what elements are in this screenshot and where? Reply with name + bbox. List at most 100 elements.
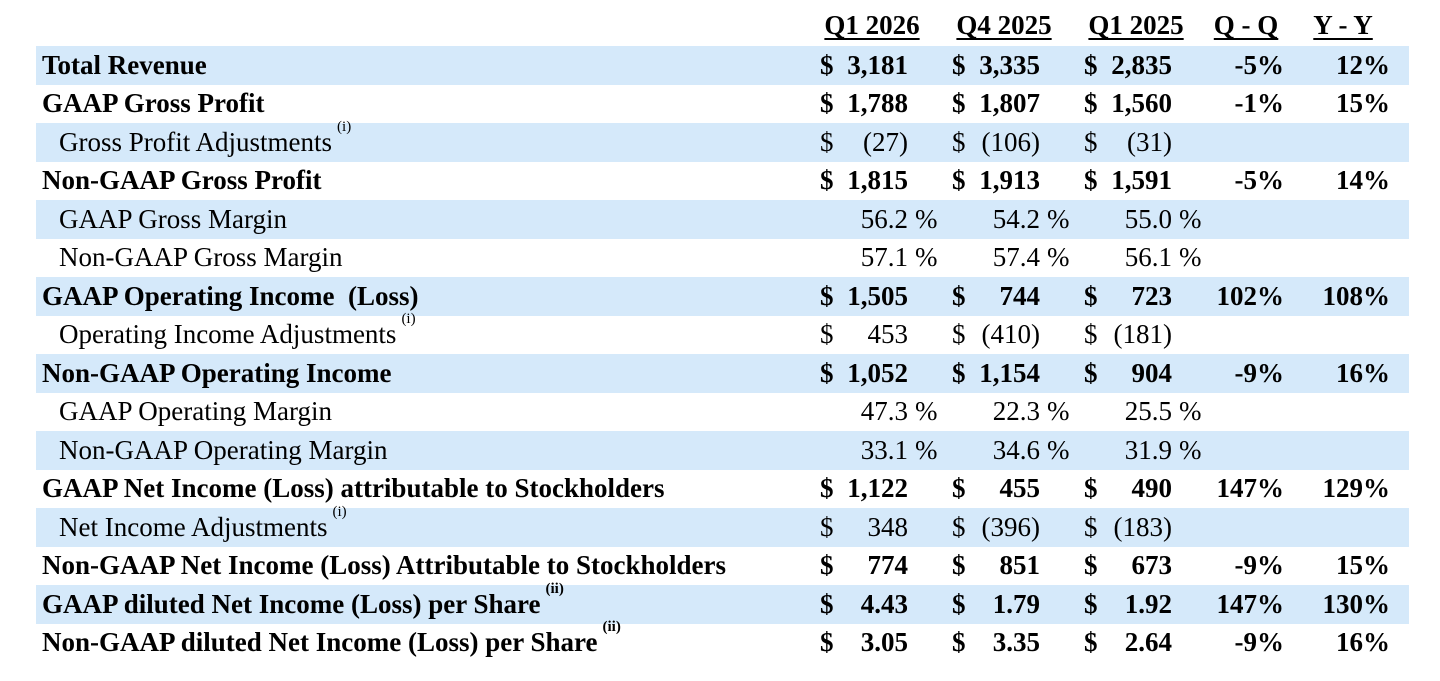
currency-symbol: $ [1084,88,1098,119]
column-header-yy: Y - Y [1313,10,1373,40]
row-label-text: Gross Profit Adjustments [59,126,333,157]
value-q1-2026: 1,505 [846,277,908,316]
currency-symbol: $ [1070,354,1111,393]
value-suffix: % [1040,431,1071,470]
value-suffix [1172,123,1203,162]
value-q1-2026: 47.3 [860,396,908,427]
value-yy-change [1290,393,1409,432]
row-label: GAAP diluted Net Income (Loss) per Share… [36,581,806,624]
value-yy-change [1290,123,1410,162]
row-label-text: Non-GAAP Operating Margin [59,434,388,465]
row-label-text: Operating Income Adjustments [59,319,397,350]
currency-symbol: $ [806,585,846,624]
currency-symbol: $ [938,277,979,316]
currency-symbol: $ [820,165,834,196]
table-row-operating-income-adjustments: Operating Income Adjustments (i) $ 453 $ … [36,312,1409,355]
currency-symbol [938,200,979,239]
table-row-gaap-operating-margin: GAAP Operating Margin 47.3 % 22.3 % 25.5… [36,393,1409,432]
value-yy-change: 16% [1336,627,1391,658]
currency-symbol: $ [1084,550,1098,581]
value-q4-2025: (410) [981,319,1041,350]
value-suffix [1040,354,1071,393]
value-suffix [908,585,939,624]
currency-symbol: $ [1070,585,1111,624]
value-suffix [1172,85,1202,124]
value-qq-change: -5% [1234,165,1285,196]
value-qq-change [1202,200,1291,239]
value-yy-change [1290,239,1409,278]
financial-results-table: Q1 2026 Q4 2025 Q1 2025 Q - Q Y - Y Tota… [36,0,1410,663]
currency-symbol [806,200,846,239]
value-suffix [1172,470,1202,509]
currency-symbol: $ [806,508,846,547]
value-qq-change: 102% [1202,277,1291,316]
value-suffix [1040,162,1070,201]
table-body: Total Revenue $ 3,181 $ 3,335 $ 2,835 -5… [36,46,1410,663]
value-suffix: % [1047,242,1070,273]
currency-symbol: $ [1070,46,1111,85]
value-q1-2025: (183) [1110,508,1173,547]
value-qq-change [1202,508,1291,547]
value-suffix [908,547,938,586]
currency-symbol: $ [938,123,979,162]
value-suffix: % [908,200,939,239]
value-q1-2025: (31) [1110,123,1173,162]
currency-symbol: $ [806,46,846,85]
value-suffix: % [915,242,938,273]
currency-symbol: $ [1084,473,1098,504]
value-suffix [1172,624,1202,663]
currency-symbol [806,239,846,278]
value-q4-2025: 3,335 [978,46,1041,85]
value-qq-change [1202,316,1290,355]
header-row: Q1 2026 Q4 2025 Q1 2025 Q - Q Y - Y [36,0,1409,46]
row-label: GAAP Net Income (Loss) attributable to S… [36,470,806,509]
value-q1-2026: 3.05 [860,627,908,658]
row-label: Net Income Adjustments (i) [36,504,806,547]
currency-symbol: $ [938,508,979,547]
row-label-text: Non-GAAP diluted Net Income (Loss) per S… [42,627,598,658]
row-label: GAAP Gross Profit [36,85,806,124]
table-row-gaap-gross-margin: GAAP Gross Margin 56.2 % 54.2 % 55.0 % [36,200,1410,239]
value-q1-2026: 4.43 [846,585,908,624]
currency-symbol: $ [938,585,979,624]
label-column-header [36,0,806,46]
row-label-text: GAAP Gross Margin [59,203,288,234]
value-q4-2025: 3.35 [992,627,1041,658]
value-suffix [908,624,938,663]
value-q1-2025: 25.5 [1124,396,1173,427]
table-row-non-gaap-gross-profit: Non-GAAP Gross Profit $ 1,815 $ 1,913 $ … [36,162,1409,201]
table-header: Q1 2026 Q4 2025 Q1 2025 Q - Q Y - Y [36,0,1409,46]
value-q1-2026: 1,052 [846,354,908,393]
footnote-ref: (i) [332,503,347,520]
table-row-gaap-gross-profit: GAAP Gross Profit $ 1,788 $ 1,807 $ 1,56… [36,85,1409,124]
table-row-gaap-net-income: GAAP Net Income (Loss) attributable to S… [36,470,1409,509]
value-q4-2025: 57.4 [992,242,1041,273]
currency-symbol: $ [1070,123,1111,162]
row-label-text: GAAP Operating Margin [59,396,332,427]
value-suffix [1040,277,1071,316]
value-q1-2026: 348 [846,508,908,547]
table-row-non-gaap-diluted-eps: Non-GAAP diluted Net Income (Loss) per S… [36,620,1409,663]
value-qq-change: -9% [1202,354,1291,393]
column-header-q1-2026: Q1 2026 [824,10,920,40]
table-row-non-gaap-net-income: Non-GAAP Net Income (Loss) Attributable … [36,547,1409,586]
value-qq-change [1202,393,1290,432]
currency-symbol: $ [1070,277,1111,316]
value-qq-change: -1% [1234,88,1285,119]
value-q1-2026: 56.2 [846,200,908,239]
value-suffix [1172,316,1202,355]
value-suffix [1040,316,1070,355]
value-suffix: % [1172,431,1203,470]
currency-symbol [938,239,978,278]
column-header-q1-2025: Q1 2025 [1088,10,1184,40]
currency-symbol [1070,200,1111,239]
row-label-text: Non-GAAP Net Income (Loss) Attributable … [42,550,726,581]
currency-symbol: $ [952,165,966,196]
value-q1-2025: 2,835 [1110,46,1173,85]
table-row-gaap-diluted-eps: GAAP diluted Net Income (Loss) per Share… [36,581,1410,624]
row-label: Non-GAAP Net Income (Loss) Attributable … [36,547,806,586]
value-suffix: % [908,431,939,470]
value-q1-2025: 1.92 [1110,585,1173,624]
value-q1-2025: 1,591 [1111,165,1173,196]
currency-symbol: $ [1084,627,1098,658]
